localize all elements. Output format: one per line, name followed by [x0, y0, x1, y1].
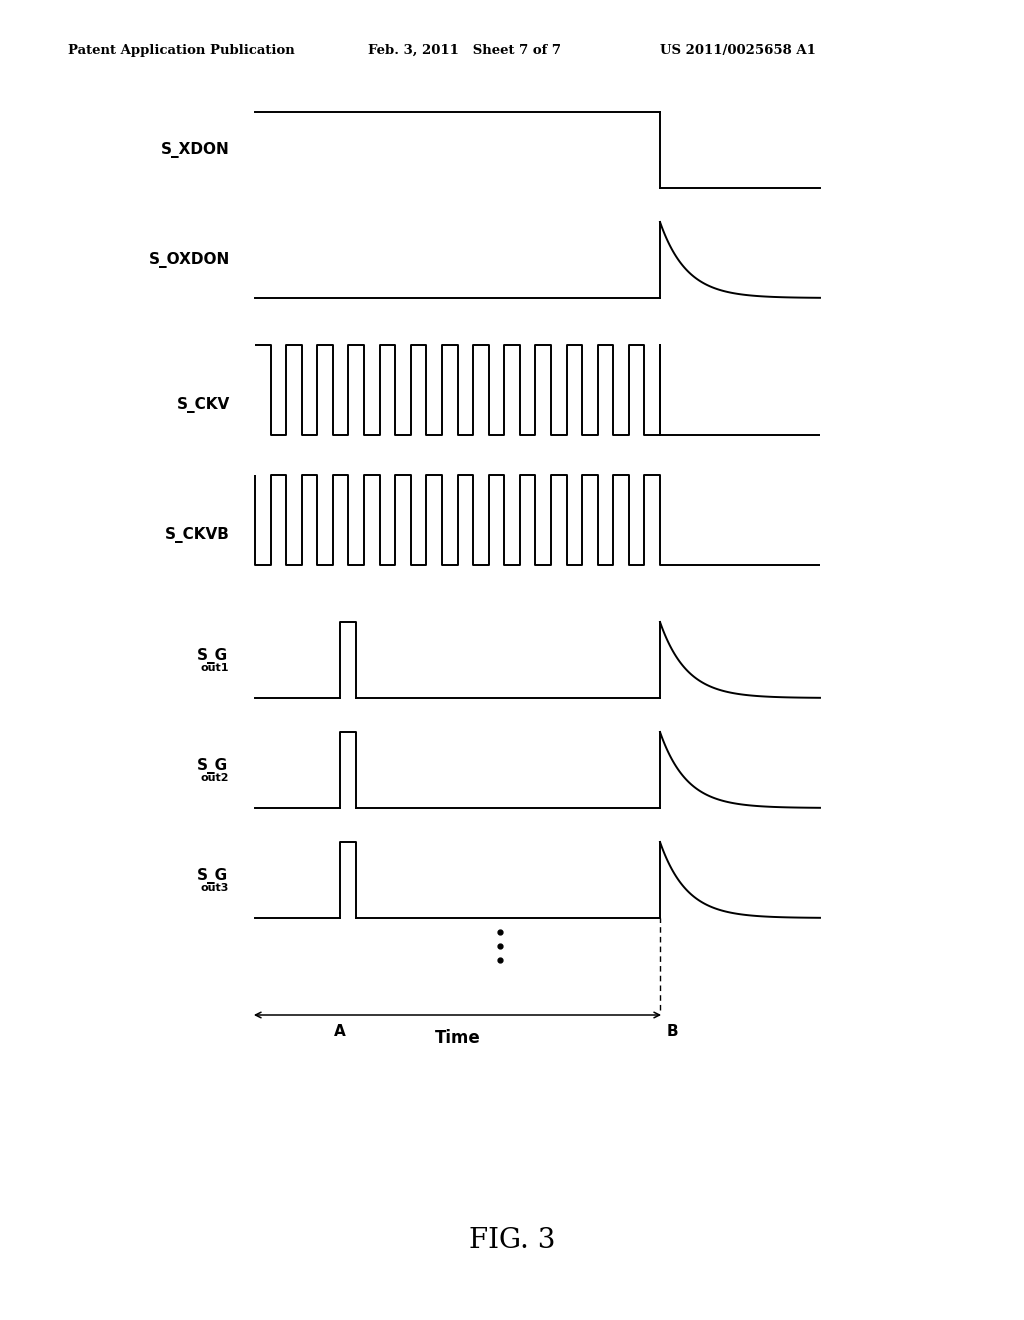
Text: out2: out2	[201, 774, 229, 783]
Text: Feb. 3, 2011   Sheet 7 of 7: Feb. 3, 2011 Sheet 7 of 7	[368, 44, 561, 57]
Text: out3: out3	[201, 883, 229, 894]
Text: S_G: S_G	[197, 648, 228, 664]
Text: S_CKVB: S_CKVB	[165, 527, 230, 543]
Text: out1: out1	[201, 663, 229, 673]
Text: S_OXDON: S_OXDON	[148, 252, 230, 268]
Text: S_G: S_G	[197, 758, 228, 774]
Text: B: B	[667, 1023, 678, 1039]
Text: US 2011/0025658 A1: US 2011/0025658 A1	[660, 44, 816, 57]
Text: S_CKV: S_CKV	[177, 397, 230, 413]
Text: Time: Time	[434, 1030, 480, 1047]
Text: FIG. 3: FIG. 3	[469, 1226, 555, 1254]
Text: S_XDON: S_XDON	[161, 143, 230, 158]
Text: S_G: S_G	[197, 869, 228, 884]
Text: Patent Application Publication: Patent Application Publication	[68, 44, 295, 57]
Text: A: A	[334, 1023, 346, 1039]
